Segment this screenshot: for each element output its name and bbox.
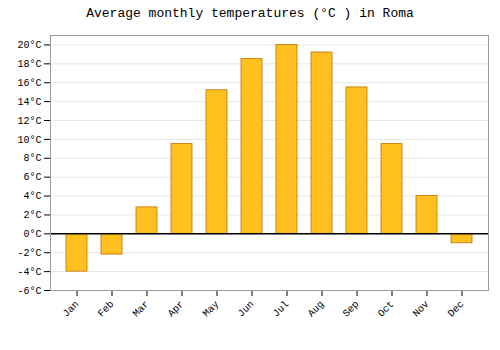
svg-text:Apr: Apr [166,299,187,320]
svg-text:10°C: 10°C [17,135,41,146]
svg-text:-6°C: -6°C [17,286,41,297]
svg-text:Feb: Feb [96,299,117,320]
svg-text:20°C: 20°C [17,40,41,51]
svg-text:18°C: 18°C [17,59,41,70]
svg-text:Jun: Jun [236,299,257,320]
svg-text:Sep: Sep [341,299,362,320]
svg-text:Jan: Jan [61,299,82,320]
svg-text:14°C: 14°C [17,97,41,108]
svg-text:6°C: 6°C [23,172,41,183]
svg-text:4°C: 4°C [23,191,41,202]
svg-text:Oct: Oct [376,299,397,320]
svg-text:0°C: 0°C [23,229,41,240]
svg-text:-4°C: -4°C [17,267,41,278]
svg-text:May: May [201,299,222,320]
svg-text:Jul: Jul [271,299,292,320]
svg-text:12°C: 12°C [17,116,41,127]
html-text:Average monthly temperatures (: Average monthly temperatures (°C ) in Ro… [86,6,414,21]
svg-text:16°C: 16°C [17,78,41,89]
svg-text:Mar: Mar [131,299,152,320]
svg-text:Dec: Dec [446,299,467,320]
svg-text:Aug: Aug [306,299,327,320]
svg-text:Nov: Nov [411,299,432,320]
svg-text:2°C: 2°C [23,210,41,221]
svg-text:8°C: 8°C [23,153,41,164]
svg-text:-2°C: -2°C [17,248,41,259]
